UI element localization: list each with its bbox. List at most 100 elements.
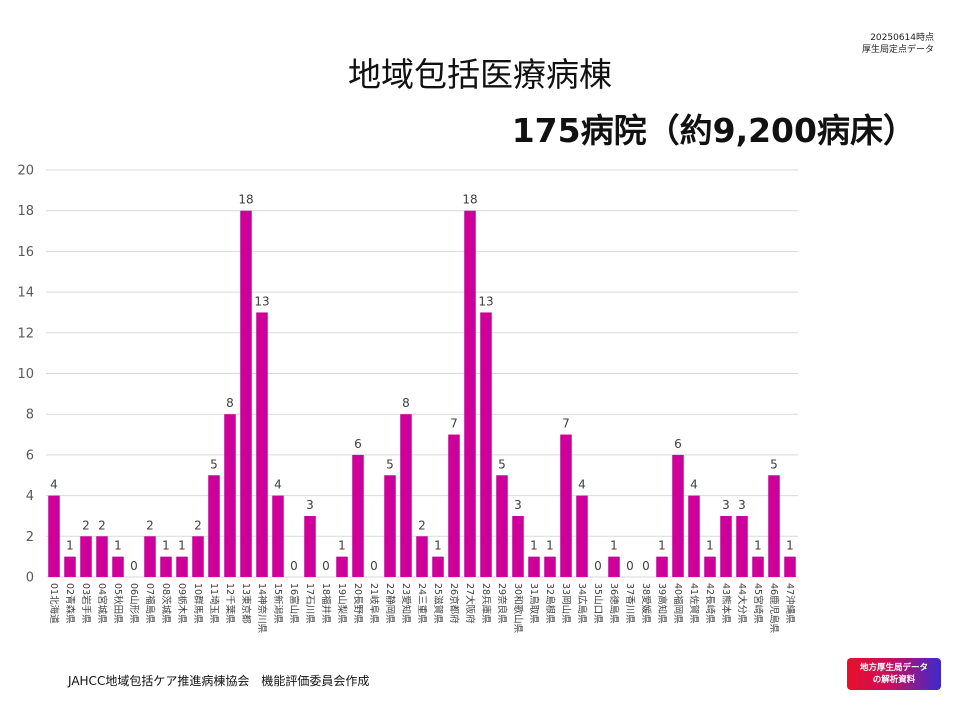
- x-tick-label: 23愛知県: [400, 583, 412, 624]
- data-label: 3: [738, 498, 746, 512]
- bar: [704, 556, 716, 577]
- y-tick-label: 20: [17, 164, 34, 179]
- bar: [272, 495, 284, 577]
- bar: [528, 556, 540, 577]
- x-tick-label: 01北海道: [48, 583, 60, 624]
- chart-subtitle: 175病院（約9,200病床）: [511, 111, 916, 150]
- bar: [48, 495, 60, 577]
- data-label: 0: [322, 559, 330, 573]
- bar: [768, 475, 780, 577]
- bar: [656, 556, 668, 577]
- x-tick-label: 20長野県: [352, 583, 363, 624]
- bar: [432, 556, 444, 577]
- data-label: 5: [210, 457, 218, 471]
- x-tick-label: 33岡山県: [560, 583, 571, 624]
- data-label: 5: [770, 457, 778, 471]
- x-tick-label: 32島根県: [544, 583, 556, 624]
- data-label: 1: [786, 539, 794, 553]
- bar: [176, 556, 188, 577]
- x-tick-label: 12千葉県: [224, 583, 236, 624]
- data-label: 3: [722, 498, 730, 512]
- bar: [256, 312, 268, 577]
- x-tick-label: 38愛媛県: [640, 583, 652, 624]
- x-tick-label: 28兵庫県: [480, 583, 492, 624]
- x-tick-label: 47沖縄県: [784, 583, 796, 624]
- x-tick-label: 27大阪府: [464, 583, 476, 624]
- data-label: 7: [562, 417, 570, 431]
- bar: [400, 414, 412, 577]
- data-label: 0: [626, 559, 634, 573]
- bar: [192, 536, 204, 577]
- bar: [784, 556, 796, 577]
- y-tick-label: 4: [26, 489, 34, 504]
- data-label: 0: [594, 559, 602, 573]
- x-tick-label: 39高知県: [656, 583, 668, 624]
- data-label: 2: [194, 518, 202, 532]
- y-tick-label: 16: [17, 245, 34, 260]
- x-tick-label: 26京都府: [448, 583, 460, 624]
- x-tick-label: 08茨城県: [160, 583, 172, 624]
- bar: [160, 556, 172, 577]
- data-label: 1: [434, 539, 442, 553]
- bar: [720, 515, 732, 577]
- data-label: 8: [402, 396, 410, 410]
- data-label: 4: [274, 478, 282, 492]
- bar: [112, 556, 124, 577]
- data-label: 2: [82, 518, 90, 532]
- y-tick-label: 18: [17, 204, 34, 219]
- data-label: 1: [530, 539, 538, 553]
- data-label: 2: [98, 518, 106, 532]
- y-tick-label: 2: [26, 530, 34, 545]
- bar: [240, 210, 252, 577]
- x-tick-label: 19山梨県: [336, 583, 348, 624]
- x-tick-label: 16富山県: [288, 583, 300, 624]
- data-label: 0: [642, 559, 650, 573]
- stamp-date: 20250614時点: [870, 33, 934, 43]
- y-tick-label: 8: [26, 408, 34, 423]
- data-label: 4: [690, 478, 698, 492]
- data-label: 1: [546, 539, 554, 553]
- data-label: 18: [462, 193, 477, 207]
- bar: [96, 536, 108, 577]
- data-date-stamp: 20250614時点 厚生局定点データ: [862, 32, 934, 56]
- data-label: 2: [146, 518, 154, 532]
- x-tick-label: 36徳島県: [608, 583, 620, 624]
- data-label: 6: [674, 437, 682, 451]
- data-label: 4: [578, 478, 586, 492]
- x-tick-label: 46鹿児島県: [768, 583, 780, 634]
- data-label: 1: [178, 539, 186, 553]
- data-label: 18: [238, 193, 253, 207]
- x-tick-label: 18福井県: [320, 583, 332, 624]
- bar: [304, 515, 316, 577]
- bar: [480, 312, 492, 577]
- x-tick-label: 04宮城県: [96, 583, 108, 624]
- x-tick-label: 45宮崎県: [752, 583, 764, 624]
- bar: [752, 556, 764, 577]
- footer-credit: JAHCC地域包括ケア推進病棟協会 機能評価委員会作成: [68, 674, 370, 688]
- x-tick-label: 41佐賀県: [688, 583, 700, 624]
- data-label: 13: [254, 294, 269, 308]
- bar: [80, 536, 92, 577]
- x-tick-label: 21岐阜県: [368, 583, 380, 624]
- data-label: 1: [338, 539, 346, 553]
- x-tick-label: 03岩手県: [80, 583, 92, 624]
- x-tick-label: 13東京都: [240, 583, 252, 624]
- y-tick-label: 14: [17, 286, 34, 301]
- data-label: 3: [514, 498, 522, 512]
- bar: [464, 210, 476, 577]
- bar: [560, 434, 572, 577]
- bar: [384, 475, 396, 577]
- x-tick-label: 37香川県: [624, 583, 635, 624]
- data-label: 0: [290, 559, 298, 573]
- data-label: 5: [386, 457, 394, 471]
- x-tick-label: 05秋田県: [112, 583, 124, 624]
- data-label: 6: [354, 437, 362, 451]
- bar: [544, 556, 556, 577]
- x-tick-label: 02青森県: [64, 583, 76, 624]
- bar: [512, 515, 524, 577]
- bar: [416, 536, 428, 577]
- data-label: 2: [418, 518, 426, 532]
- bar: [736, 515, 748, 577]
- x-tick-label: 43熊本県: [720, 583, 732, 624]
